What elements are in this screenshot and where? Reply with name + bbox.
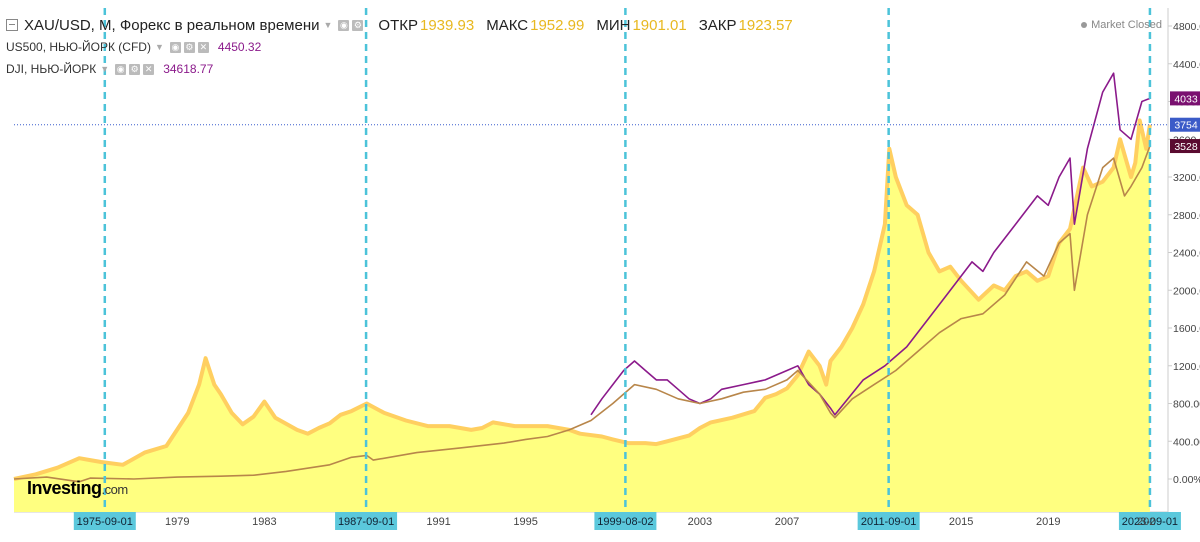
gold-area-fill xyxy=(14,120,1150,513)
y-tick-label: 2000.00% xyxy=(1173,285,1200,297)
market-status-text: Market Closed xyxy=(1091,19,1162,31)
marker-date-label: 1975-09-01 xyxy=(77,516,133,528)
x-tick-label: 2015 xyxy=(949,516,973,528)
x-tick-label: 1983 xyxy=(252,516,276,528)
symbol-title: XAU/USD, M, Форекс в реальном времени xyxy=(24,16,320,34)
marker-date-tag xyxy=(1118,512,1181,530)
ohlc-high-value: 1952.99 xyxy=(530,16,585,34)
eye-icon[interactable]: ◉ xyxy=(338,19,350,31)
compare-name-sp500: US500, НЬЮ-ЙОРК (CFD) xyxy=(6,40,151,54)
marker-date-tag xyxy=(594,512,657,530)
eye-icon[interactable]: ◉ xyxy=(115,63,127,75)
y-tick-label: 3200.00% xyxy=(1173,172,1200,184)
status-dot-icon xyxy=(1081,22,1088,29)
settings-icon[interactable]: ⚙ xyxy=(183,41,195,53)
ohlc-close-value: 1923.57 xyxy=(738,16,793,34)
gold-line xyxy=(13,118,1152,481)
marker-date-tag xyxy=(335,512,398,530)
logo-text: Investing xyxy=(27,478,102,498)
y-tick-label: 400.00% xyxy=(1173,436,1200,448)
ohlc-close-label: ЗАКР xyxy=(698,16,737,34)
eye-icon[interactable]: ◉ xyxy=(169,41,181,53)
settings-icon[interactable]: ⚙ xyxy=(352,19,364,31)
ohlc-low-value: 1901.01 xyxy=(632,16,687,34)
y-tick-label: 4800.00% xyxy=(1173,21,1200,33)
compare-value-dji: 34618.77 xyxy=(163,62,214,76)
price-badge xyxy=(1170,117,1200,132)
settings-icon[interactable]: ⚙ xyxy=(129,63,141,75)
compare-name-dji: DJI, НЬЮ-ЙОРК xyxy=(6,62,97,76)
chevron-down-icon[interactable]: ▼ xyxy=(323,20,333,30)
legend-compare-dji[interactable]: DJI, НЬЮ-ЙОРК ▼ ◉ ⚙ ✕ 34618.77 xyxy=(6,58,793,80)
x-tick-label: 202 xyxy=(1137,516,1155,528)
marker-date-label: 2011-09-01 xyxy=(861,516,916,528)
ohlc-high-label: МАКС xyxy=(486,16,529,34)
market-status: Market Closed xyxy=(1081,19,1162,31)
chevron-down-icon[interactable]: ▼ xyxy=(154,42,164,52)
x-tick-label: 2007 xyxy=(775,516,799,528)
y-tick-label: 4400.00% xyxy=(1173,59,1200,71)
y-axis: 4800.00%4400.00%4000.00%3600.00%3200.00%… xyxy=(1168,21,1200,486)
close-icon[interactable]: ✕ xyxy=(143,63,155,75)
series-layer xyxy=(13,72,1152,513)
x-tick-label: 2019 xyxy=(1036,516,1060,528)
price-badge-label: 4033 xyxy=(1174,93,1198,105)
dji-line xyxy=(13,145,1151,483)
ohlc-open-label: ОТКР xyxy=(378,16,418,34)
x-tick-label: 1979 xyxy=(165,516,189,528)
price-badge xyxy=(1170,139,1200,154)
markers-layer xyxy=(14,8,1168,512)
legend-panel: XAU/USD, M, Форекс в реальном времени ▼ … xyxy=(6,14,793,80)
price-badge xyxy=(1170,91,1200,106)
x-tick-label: 1995 xyxy=(513,516,537,528)
x-tick-label: 1991 xyxy=(426,516,450,528)
marker-date-label: 1987-09-01 xyxy=(338,516,394,528)
marker-date-label: 2023-09-01 xyxy=(1122,516,1178,528)
ohlc-open-value: 1939.93 xyxy=(419,16,475,34)
logo-domain: .com xyxy=(101,482,129,497)
investing-logo: Investing.com xyxy=(27,478,128,499)
legend-compare-sp500[interactable]: US500, НЬЮ-ЙОРК (CFD) ▼ ◉ ⚙ ✕ 4450.32 xyxy=(6,36,793,58)
y-tick-label: 1600.00% xyxy=(1173,323,1200,335)
price-badge-label: 3528 xyxy=(1174,141,1198,153)
y-tick-label: 1200.00% xyxy=(1173,361,1200,373)
marker-date-tag xyxy=(857,512,920,530)
price-badge-label: 3754 xyxy=(1174,120,1198,132)
x-axis: 1975-09-01 1987-09-01 1999-08-02 2011-09-01… xyxy=(73,512,1181,530)
marker-date-label: 1999-08-02 xyxy=(597,516,653,528)
ohlc-low-label: МИН xyxy=(596,16,631,34)
y-tick-label: 800.00% xyxy=(1173,399,1200,411)
legend-main-series[interactable]: XAU/USD, M, Форекс в реальном времени ▼ … xyxy=(6,14,793,36)
close-icon[interactable]: ✕ xyxy=(197,41,209,53)
chevron-down-icon[interactable]: ▼ xyxy=(100,64,110,74)
y-tick-label: 2400.00% xyxy=(1173,248,1200,260)
y-tick-label: 2800.00% xyxy=(1173,210,1200,222)
marker-date-tag xyxy=(73,512,136,530)
sp500-line xyxy=(590,72,1151,416)
compare-value-sp500: 4450.32 xyxy=(217,40,262,54)
y-tick-label: 0.00% xyxy=(1173,474,1200,486)
collapse-icon[interactable] xyxy=(6,19,18,31)
x-tick-label: 2003 xyxy=(688,516,712,528)
